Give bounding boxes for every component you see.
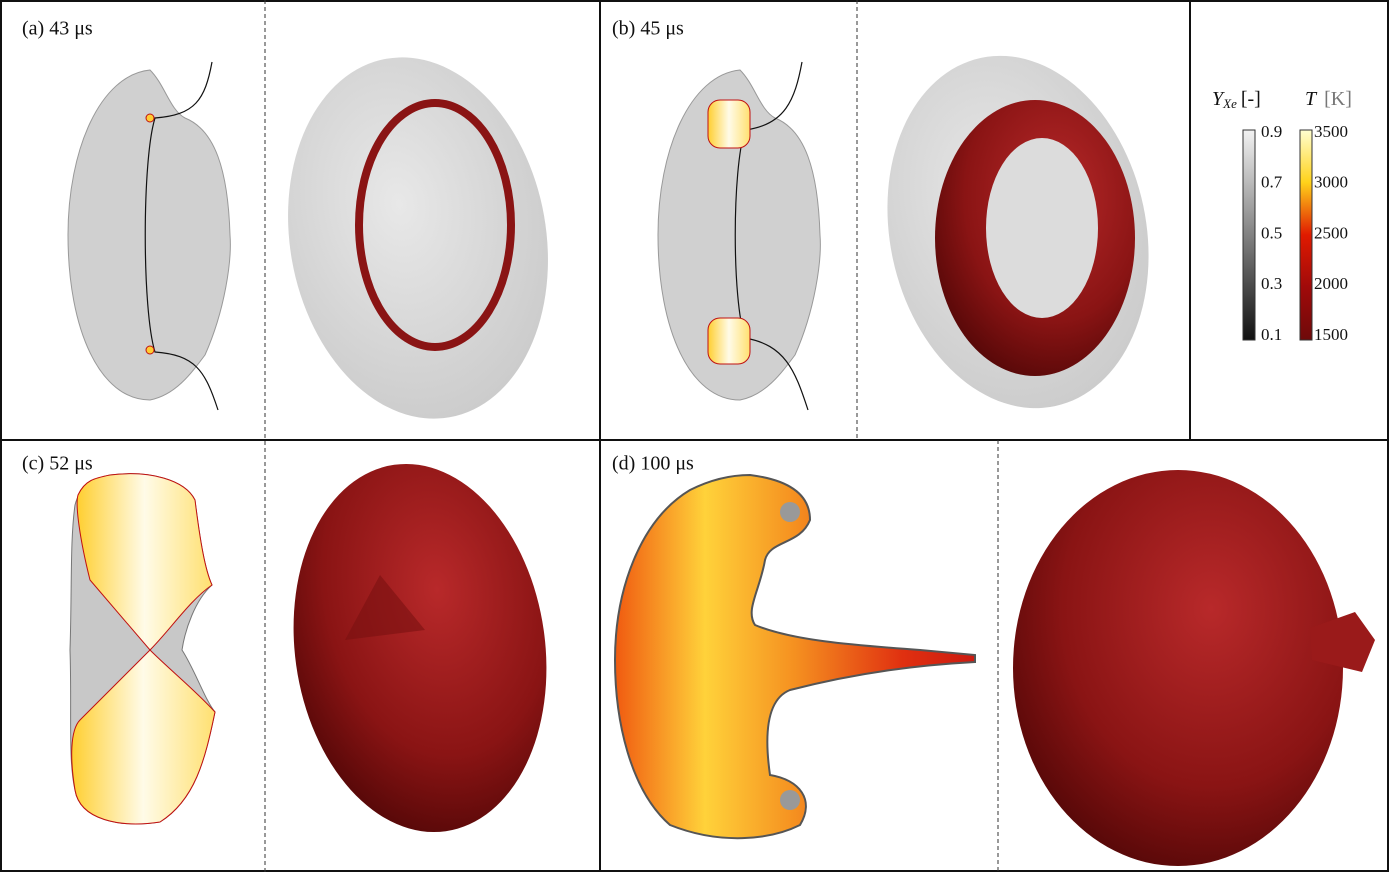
colorbar-title: YXe [-] (1212, 88, 1261, 111)
symbol: T (1305, 88, 1318, 110)
colorbar-tick-label: 0.9 (1261, 122, 1282, 141)
colorbar-tick-label: 0.3 (1261, 274, 1282, 293)
colorbar-tick-label: 0.5 (1261, 223, 1282, 242)
symbol: Y (1212, 88, 1225, 110)
panel-d: (d) 100 μs (612, 453, 1375, 866)
colorbar-tick-label: 0.7 (1261, 173, 1283, 192)
vortex-roll (780, 502, 800, 522)
hot-sphere (1013, 470, 1343, 866)
colorbar-title: T [K] (1305, 88, 1352, 110)
colorbar (1299, 129, 1313, 341)
panel-label: (b) 45 μs (612, 18, 684, 40)
hot-torus (293, 463, 547, 833)
torus-dimple (345, 575, 425, 640)
panel-label: (d) 100 μs (612, 453, 694, 475)
unit: [K] (1324, 88, 1352, 110)
panel-c: (c) 52 μs (22, 453, 547, 833)
subscript: Xe (1222, 96, 1237, 111)
interface-line (144, 61, 219, 411)
panel-b: (b) 45 μs (612, 18, 1149, 411)
colorbar-tick-label: 1500 (1314, 325, 1348, 344)
colorbar-tick-label: 3000 (1314, 173, 1348, 192)
interface-line (734, 61, 809, 411)
jet-stem (1310, 612, 1375, 672)
panel-label: (c) 52 μs (22, 453, 93, 475)
xenon-slice (657, 69, 821, 401)
mixing-plume (613, 473, 976, 840)
colorbar-tick-label: 2500 (1314, 223, 1348, 242)
xenon-slice (67, 69, 231, 401)
panel-label: (a) 43 μs (22, 18, 93, 40)
unit: [-] (1241, 88, 1261, 110)
hot-ring (355, 99, 515, 351)
colorbar-tick-label: 0.1 (1261, 325, 1282, 344)
hot-spot (145, 113, 155, 123)
hot-pocket (707, 99, 751, 149)
colorbar (1242, 129, 1256, 341)
colorbar-tick-label: 2000 (1314, 274, 1348, 293)
colorbar-tick-label: 3500 (1314, 122, 1348, 141)
colorbar-legend: YXe [-] T [K] (1212, 88, 1352, 341)
vortex-roll (780, 790, 800, 810)
hot-region (71, 649, 216, 825)
xenon-surface (288, 57, 548, 419)
torus-hole (986, 138, 1098, 318)
panel-a: (a) 43 μs (22, 18, 548, 419)
hot-region (76, 473, 213, 651)
hot-spot (145, 345, 155, 355)
hot-pocket (707, 317, 751, 365)
